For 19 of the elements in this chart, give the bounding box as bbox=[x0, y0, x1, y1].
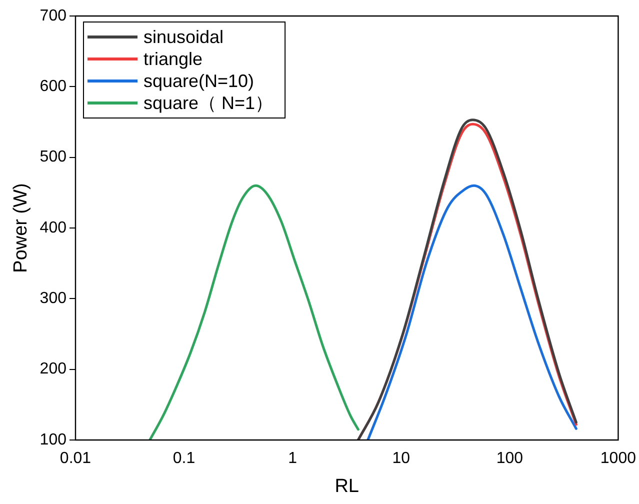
y-tick-label: 100 bbox=[40, 431, 67, 448]
x-tick-label: 0.1 bbox=[172, 450, 196, 468]
x-tick-label: 10 bbox=[392, 450, 410, 468]
legend-label: square(N=10) bbox=[143, 70, 254, 91]
y-tick-label: 600 bbox=[40, 78, 67, 96]
x-tick-label: 1 bbox=[288, 450, 298, 468]
y-tick-label: 700 bbox=[40, 7, 67, 24]
y-tick-label: 300 bbox=[40, 290, 67, 308]
y-axis-title: Power (W) bbox=[10, 183, 32, 273]
x-tick-label: 0.01 bbox=[60, 450, 92, 468]
legend-label: sinusoidal bbox=[143, 26, 224, 47]
y-tick-label: 500 bbox=[40, 148, 67, 166]
x-axis-title: RL bbox=[334, 476, 359, 497]
x-tick-label: 1000 bbox=[600, 450, 636, 468]
y-tick-label: 200 bbox=[40, 360, 67, 378]
legend-label: triangle bbox=[143, 48, 203, 69]
y-tick-label: 400 bbox=[40, 219, 67, 236]
x-tick-label: 100 bbox=[496, 450, 524, 468]
legend-label: square（ N=1） bbox=[143, 92, 274, 113]
